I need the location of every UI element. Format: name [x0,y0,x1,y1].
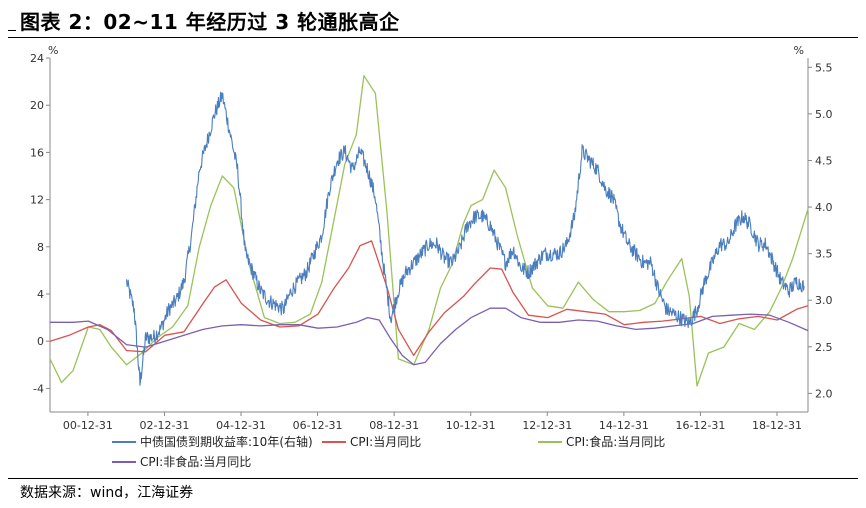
right-tick-label: 3.0 [815,294,833,307]
right-unit-label: % [794,44,804,57]
x-tick-label: 00-12-31 [63,419,113,432]
x-tick-label: 16-12-31 [675,419,725,432]
legend-item-cpi-label: CPI:当月同比 [350,435,421,449]
left-tick-label: 24 [30,52,44,65]
line-chart: % % -4 0 4 8 12 16 20 24 2.0 2.5 3.0 3.5 4.0 4.5 5.0 5.5 0… [30,44,833,469]
right-tick-label: 2.5 [815,341,833,354]
footer-rule [8,478,858,479]
x-tick-label: 10-12-31 [446,419,496,432]
x-tick-label: 12-12-31 [522,419,572,432]
title-bar: 图表 2：02~11 年经历过 3 轮通胀高企 [0,0,866,38]
title-corner-mark [8,30,16,31]
left-tick-label: 4 [37,288,44,301]
right-tick-label: 2.0 [815,387,833,400]
x-tick-label: 18-12-31 [752,419,802,432]
legend-item-cpi-nonfood-label: CPI:非食品:当月同比 [140,454,251,469]
right-tick-label: 5.0 [815,108,833,121]
chart-title: 图表 2：02~11 年经历过 3 轮通胀高企 [20,10,400,34]
right-tick-label: 5.5 [815,61,833,74]
left-unit-label: % [48,44,58,57]
left-tick-label: 8 [37,241,44,254]
left-tick-label: 0 [37,335,44,348]
series-line-cpi [49,240,809,357]
left-tick-label: 16 [30,146,44,159]
left-tick-label: 20 [30,99,44,112]
x-tick-label: 06-12-31 [293,419,343,432]
left-tick-label: -4 [33,382,44,395]
x-tick-label: 14-12-31 [599,419,649,432]
legend-item-cpi-food-label: CPI:食品:当月同比 [566,434,665,449]
x-tick-label: 04-12-31 [216,419,266,432]
right-tick-label: 4.5 [815,154,833,167]
series-line-bond-yield [126,91,805,386]
right-tick-label: 3.5 [815,248,833,261]
chart-area: %% -4 0 4 8 12 16 20 24 2.0 2.5 3.0 3.5 4.0 4.5 5.0 5.5 0… [0,38,866,478]
right-tick-label: 4.0 [815,201,833,214]
x-tick-label: 08-12-31 [369,419,419,432]
source-note: 数据来源：wind，江海证券 [20,485,194,501]
legend-item-bond-yield-label: 中债国债到期收益率:10年(右轴) [140,434,313,449]
x-tick-label: 02-12-31 [139,419,189,432]
series-line-cpi-food [49,75,809,387]
title-underline [8,37,858,38]
left-tick-label: 12 [30,194,44,207]
series-line-cpi-nonfood [50,307,809,366]
